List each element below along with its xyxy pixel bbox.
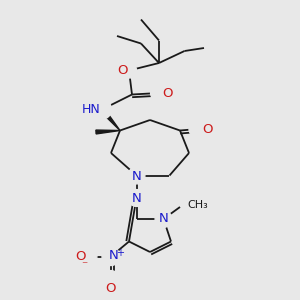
Polygon shape [96,130,120,134]
Circle shape [92,100,112,119]
Circle shape [80,248,97,265]
Circle shape [103,271,119,287]
Text: O: O [75,250,86,263]
Text: HN: HN [82,103,100,116]
Text: O: O [202,122,213,136]
Text: O: O [163,86,173,100]
Text: O: O [106,282,116,295]
Circle shape [189,120,207,138]
Circle shape [155,211,172,227]
Circle shape [128,190,145,206]
Text: O: O [117,64,128,77]
Text: CH₃: CH₃ [188,200,208,210]
Text: N: N [159,212,168,226]
Circle shape [122,63,136,78]
Circle shape [151,85,167,101]
Circle shape [128,167,145,184]
Polygon shape [100,108,120,130]
Text: N: N [109,249,118,262]
Text: ⁻: ⁻ [82,259,88,272]
Text: N: N [132,191,141,205]
Text: +: + [116,248,124,258]
Text: N: N [132,170,141,184]
Circle shape [102,248,120,266]
